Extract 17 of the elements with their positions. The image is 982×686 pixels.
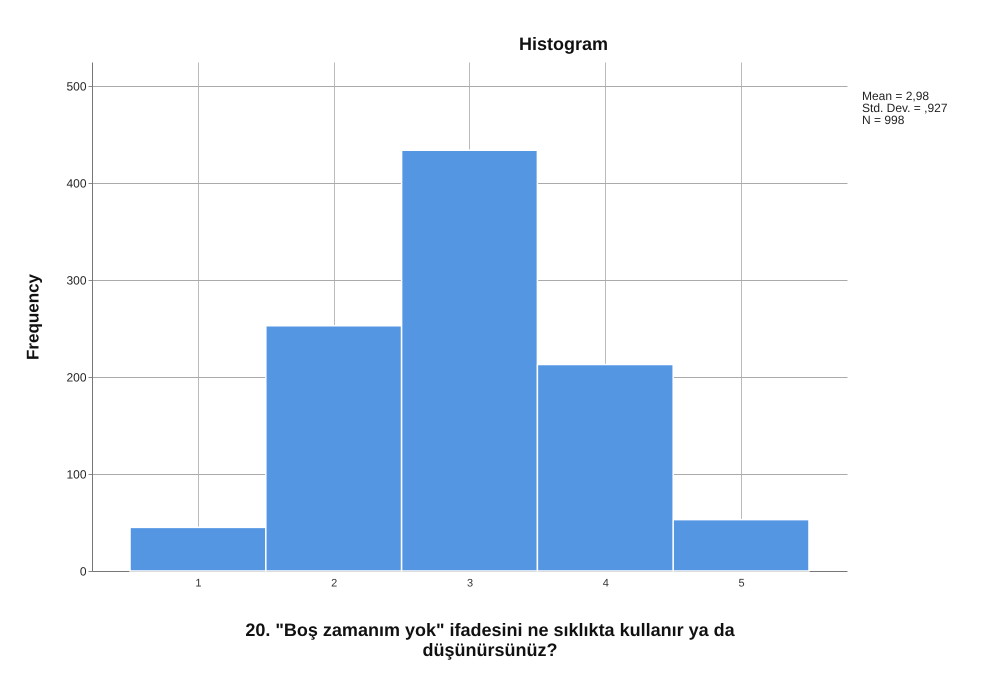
x-tick-label: 3 — [466, 578, 474, 590]
x-tick-label: 5 — [738, 578, 745, 590]
text: Mean = 2,98 — [862, 89, 930, 103]
y-tick-label: 500 — [66, 80, 87, 94]
text: Std. Dev. = ,927 — [862, 101, 948, 115]
chart-title: Histogram — [518, 34, 608, 54]
x-tick-label: 2 — [331, 578, 338, 590]
y-tick-label: 300 — [66, 274, 87, 288]
text: N = 998 — [862, 113, 906, 127]
x-axis-title: 20. "Boş zamanım yok" ifadesini ne sıklıkta kullanır ya da düşünürsünüz? — [244, 620, 736, 660]
y-tick-label: 0 — [80, 564, 87, 578]
y-tick-label: 200 — [66, 370, 87, 385]
x-tick-label: 1 — [195, 578, 202, 590]
y-axis-title: Frequency — [23, 273, 42, 360]
y-tick-label: 100 — [66, 468, 87, 482]
x-tick-label: 4 — [602, 578, 609, 590]
y-tick-label: 400 — [66, 176, 87, 191]
